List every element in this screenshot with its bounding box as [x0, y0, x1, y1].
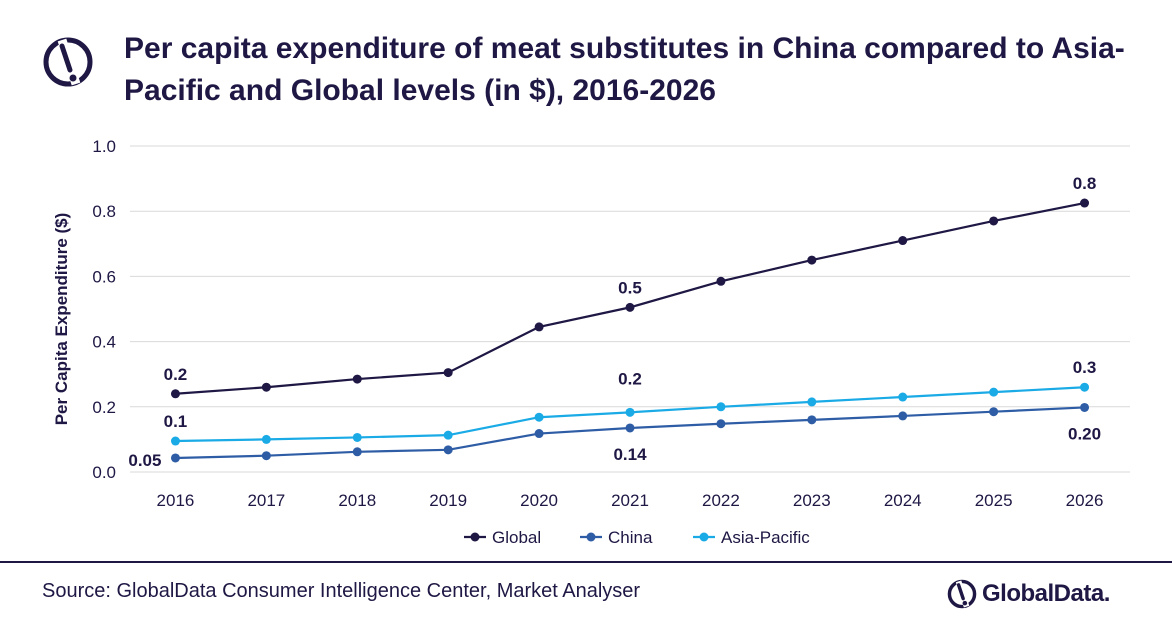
data-point-asia-pacific — [898, 392, 908, 402]
x-tick-label: 2020 — [520, 491, 558, 510]
x-tick-label: 2023 — [793, 491, 831, 510]
chart-title: Per capita expenditure of meat substitut… — [124, 32, 1125, 107]
data-point-asia-pacific — [1080, 382, 1090, 392]
data-label: 0.2 — [164, 365, 188, 384]
source-note: Source: GlobalData Consumer Intelligence… — [42, 580, 641, 602]
data-point-china — [625, 423, 635, 433]
data-point-china — [1080, 402, 1090, 412]
globaldata-brand: GlobalData. — [946, 576, 1146, 616]
data-point-global — [989, 216, 999, 226]
legend-label: Global — [492, 528, 541, 547]
y-tick-label: 0.2 — [92, 398, 116, 417]
data-point-global — [261, 382, 271, 392]
x-tick-label: 2017 — [247, 491, 285, 510]
data-point-china — [989, 407, 999, 417]
data-point-global — [352, 374, 362, 384]
data-label: 0.20 — [1068, 424, 1101, 443]
series-line-global — [175, 201, 1085, 395]
x-tick-label: 2022 — [702, 491, 740, 510]
y-tick-label: 1.0 — [92, 137, 116, 156]
data-point-china — [716, 419, 726, 429]
data-point-asia-pacific — [170, 436, 180, 446]
brand-wordmark: GlobalData. — [982, 580, 1110, 607]
data-point-asia-pacific — [261, 434, 271, 444]
y-tick-label: 0.0 — [92, 463, 116, 482]
legend-marker — [699, 532, 709, 542]
data-point-china — [807, 415, 817, 425]
data-point-asia-pacific — [716, 402, 726, 412]
data-point-global — [1080, 198, 1090, 208]
legend-label: Asia-Pacific — [721, 528, 810, 547]
data-point-global — [898, 236, 908, 246]
data-point-asia-pacific — [625, 407, 635, 417]
x-tick-label: 2018 — [338, 491, 376, 510]
legend-marker — [586, 532, 596, 542]
x-tick-label: 2024 — [884, 491, 922, 510]
data-point-china — [352, 447, 362, 457]
line-chart: 0.0 0.2 0.4 0.6 0.8 1.0 2016 2017 2018 2019 2020 20… — [52, 137, 1130, 547]
globaldata-brand-icon — [947, 579, 977, 609]
data-point-china — [261, 451, 271, 461]
data-point-china — [534, 429, 544, 439]
y-tick-label: 0.6 — [92, 267, 116, 286]
data-point-asia-pacific — [352, 432, 362, 442]
x-tick-label: 2026 — [1066, 491, 1104, 510]
legend-label: China — [608, 528, 653, 547]
data-label: 0.14 — [613, 445, 647, 464]
data-point-china — [170, 453, 180, 463]
x-tick-label: 2019 — [429, 491, 467, 510]
data-point-asia-pacific — [989, 387, 999, 397]
y-axis-label: Per Capita Expenditure ($) — [52, 213, 71, 426]
data-point-china — [898, 411, 908, 421]
x-tick-label: 2021 — [611, 491, 649, 510]
data-label: 0.05 — [128, 451, 161, 470]
data-point-global — [534, 322, 544, 332]
data-label: 0.2 — [618, 369, 642, 388]
data-label: 0.8 — [1073, 174, 1097, 193]
data-point-global — [170, 389, 180, 399]
data-point-china — [443, 445, 453, 455]
data-label: 0.1 — [164, 412, 188, 431]
footer-divider — [0, 561, 1172, 563]
data-label: 0.3 — [1073, 358, 1097, 377]
data-point-asia-pacific — [534, 412, 544, 422]
data-point-asia-pacific — [807, 397, 817, 407]
y-tick-label: 0.4 — [92, 333, 116, 352]
x-tick-label: 2016 — [157, 491, 195, 510]
header: Per capita expenditure of meat substitut… — [0, 0, 1172, 110]
x-tick-label: 2025 — [975, 491, 1013, 510]
data-point-asia-pacific — [443, 430, 453, 440]
data-label: 0.5 — [618, 278, 642, 297]
data-point-global — [807, 255, 817, 265]
data-point-global — [443, 368, 453, 378]
data-point-global — [625, 302, 635, 312]
y-tick-label: 0.8 — [92, 202, 116, 221]
legend-marker — [470, 532, 480, 542]
globaldata-logo-icon — [43, 37, 93, 87]
data-point-global — [716, 276, 726, 286]
